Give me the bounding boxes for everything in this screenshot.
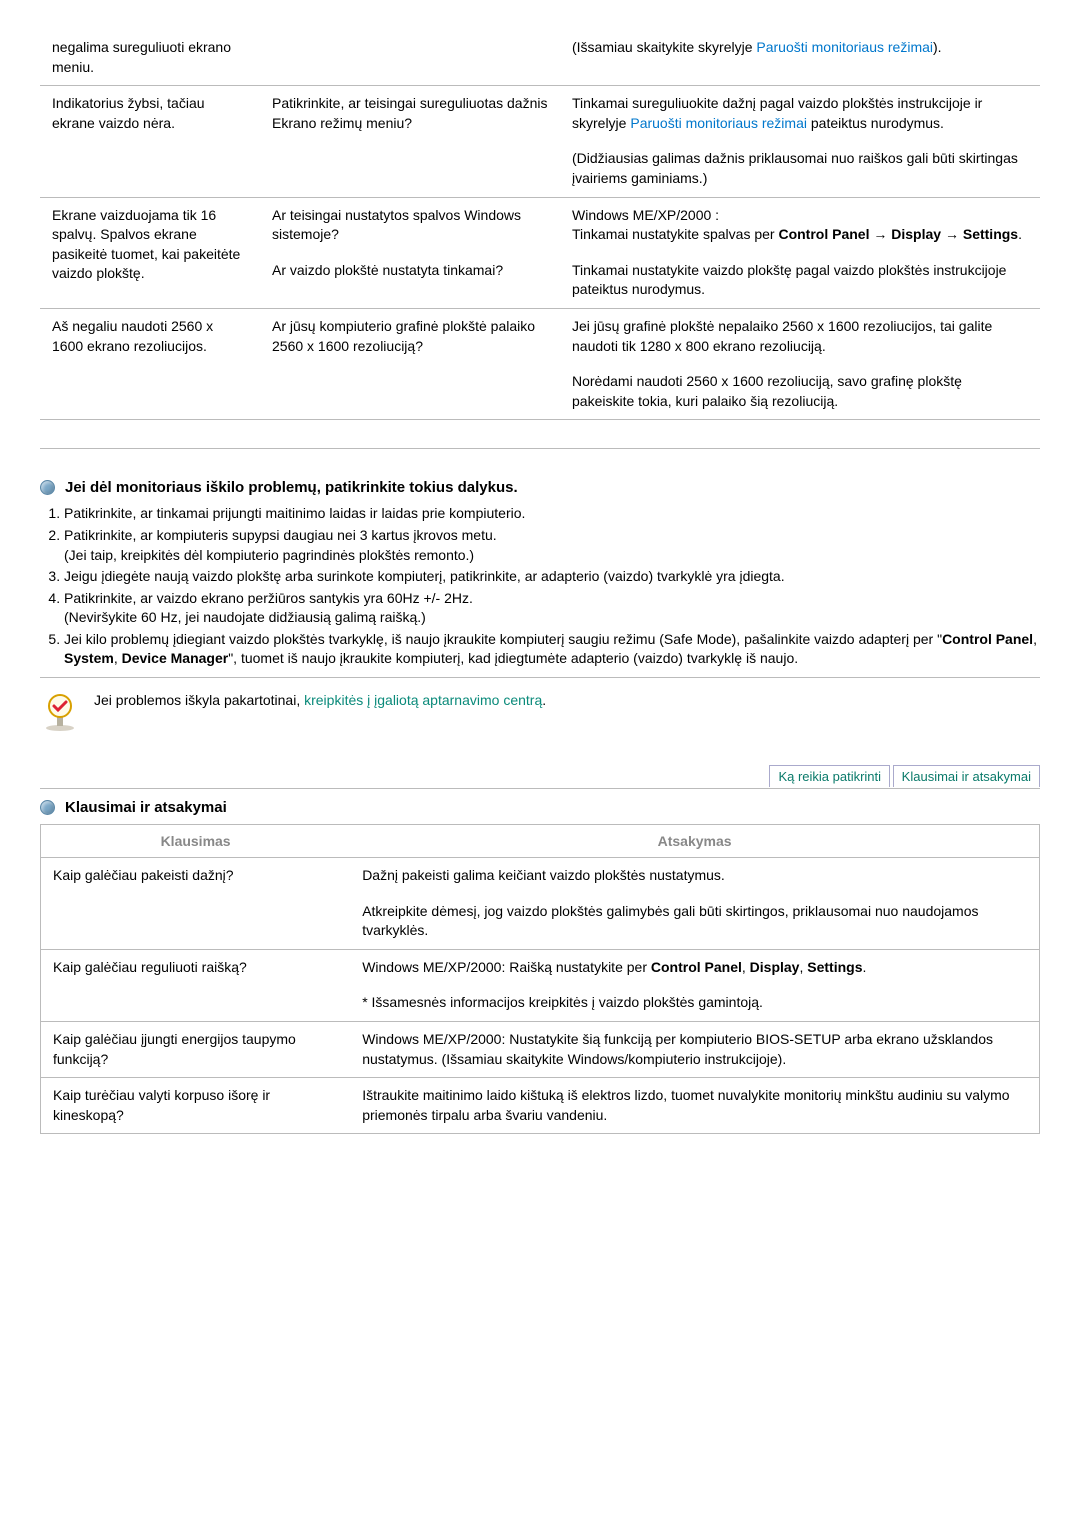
b: Control Panel (942, 631, 1033, 647)
bullet-icon (40, 480, 55, 495)
qa-heading: Klausimai ir atsakymai (40, 799, 1040, 816)
text: (Išsamiau skaitykite skyrelyje (572, 39, 756, 55)
text: pateiktus nurodymus. (807, 115, 944, 131)
solution-cell: Jei jūsų grafinė plokštė nepalaiko 2560 … (560, 308, 1040, 364)
problem-cell: negalima sureguliuoti ekrano meniu. (40, 30, 260, 86)
troubleshoot-table: negalima sureguliuoti ekrano meniu. (Išs… (40, 30, 1040, 420)
qa-question: Kaip galėčiau reguliuoti raišką? (41, 949, 351, 1021)
service-text: Jei problemos iškyla pakartotinai, kreip… (94, 692, 546, 708)
t: → (869, 226, 891, 242)
check-cell: Ar teisingai nustatytos spalvos Windows … (260, 197, 560, 253)
qa-head-q: Klausimas (41, 825, 351, 858)
tab-check[interactable]: Ką reikia patikrinti (769, 765, 890, 787)
text: Tinkamai nustatykite spalvas per Control… (572, 225, 1028, 245)
check-cell: Ar vaizdo plokštė nustatyta tinkamai? (260, 253, 560, 309)
problem-cell: Ekrane vaizduojama tik 16 spalvų. Spalvo… (40, 197, 260, 308)
monitor-setup-link[interactable]: Paruošti monitoriaus režimai (756, 39, 933, 55)
b: System (64, 650, 114, 666)
service-center-link[interactable]: kreipkitės į įgaliotą aptarnavimo centrą (304, 692, 542, 708)
b: Control Panel (778, 226, 869, 242)
check-cell: Patikrinkite, ar teisingai sureguliuotas… (260, 86, 560, 197)
qa-head-a: Atsakymas (350, 825, 1039, 858)
tab-qa[interactable]: Klausimai ir atsakymai (893, 765, 1040, 787)
b: Control Panel (651, 959, 742, 975)
problem-cell: Aš negaliu naudoti 2560 x 1600 ekrano re… (40, 308, 260, 419)
note-heading: Jei dėl monitoriaus iškilo problemų, pat… (40, 479, 1040, 496)
b: Display (750, 959, 800, 975)
monitor-setup-link[interactable]: Paruošti monitoriaus režimai (630, 115, 807, 131)
note-title: Jei dėl monitoriaus iškilo problemų, pat… (65, 479, 518, 496)
qa-question: Kaip turėčiau valyti korpuso išorę ir ki… (41, 1078, 351, 1134)
b: Display (891, 226, 941, 242)
t: , (1033, 631, 1037, 647)
list-item: Jeigu įdiegėte naują vaizdo plokštę arba… (64, 567, 1040, 587)
t: . (1018, 226, 1022, 242)
check-cell (260, 30, 560, 86)
t: → (941, 226, 963, 242)
steps-list: Patikrinkite, ar tinkamai prijungti mait… (64, 504, 1040, 669)
t: ", tuomet iš naujo įkraukite kompiuterį,… (228, 650, 798, 666)
service-icon (40, 692, 80, 735)
qa-table: Klausimas Atsakymas Kaip galėčiau pakeis… (40, 824, 1040, 1134)
text: ). (933, 39, 942, 55)
qa-answer: Dažnį pakeisti galima keičiant vaizdo pl… (350, 858, 1039, 894)
list-item: Patikrinkite, ar tinkamai prijungti mait… (64, 504, 1040, 524)
text: Windows ME/XP/2000 : (572, 206, 1028, 226)
list-item: Patikrinkite, ar kompiuteris supypsi dau… (64, 526, 1040, 565)
qa-answer: Atkreipkite dėmesį, jog vaizdo plokštės … (350, 894, 1039, 950)
t: , (114, 650, 122, 666)
solution-cell: Tinkamai nustatykite vaizdo plokštę paga… (560, 253, 1040, 309)
t: . (542, 692, 546, 708)
solution-cell: Windows ME/XP/2000 : Tinkamai nustatykit… (560, 197, 1040, 253)
t: Windows ME/XP/2000: Raišką nustatykite p… (362, 959, 651, 975)
solution-cell: Norėdami naudoti 2560 x 1600 rezoliuciją… (560, 364, 1040, 420)
t: Jei problemos iškyla pakartotinai, (94, 692, 304, 708)
b: Settings (963, 226, 1018, 242)
qa-question: Kaip galėčiau įjungti energijos taupymo … (41, 1022, 351, 1078)
qa-answer: * Išsamesnės informacijos kreipkitės į v… (350, 985, 1039, 1021)
qa-answer: Ištraukite maitinimo laido kištuką iš el… (350, 1078, 1039, 1134)
check-cell: Ar jūsų kompiuterio grafinė plokštė pala… (260, 308, 560, 419)
problem-cell: Indikatorius žybsi, tačiau ekrane vaizdo… (40, 86, 260, 197)
list-item: Patikrinkite, ar vaizdo ekrano peržiūros… (64, 589, 1040, 628)
t: Jei kilo problemų įdiegiant vaizdo plokš… (64, 631, 942, 647)
solution-cell: (Didžiausias galimas dažnis priklausomai… (560, 141, 1040, 197)
service-note: Jei problemos iškyla pakartotinai, kreip… (40, 692, 1040, 735)
tab-bar: Ką reikia patikrinti Klausimai ir atsaky… (40, 769, 1040, 784)
solution-cell: Tinkamai sureguliuokite dažnį pagal vaiz… (560, 86, 1040, 142)
qa-question: Kaip galėčiau pakeisti dažnį? (41, 858, 351, 950)
t: , (742, 959, 750, 975)
solution-cell: (Išsamiau skaitykite skyrelyje Paruošti … (560, 30, 1040, 86)
b: Settings (807, 959, 862, 975)
list-item: Jei kilo problemų įdiegiant vaizdo plokš… (64, 630, 1040, 669)
qa-title: Klausimai ir atsakymai (65, 799, 227, 816)
t: . (863, 959, 867, 975)
qa-answer: Windows ME/XP/2000: Raišką nustatykite p… (350, 949, 1039, 985)
bullet-icon (40, 800, 55, 815)
qa-answer: Windows ME/XP/2000: Nustatykite šią funk… (350, 1022, 1039, 1078)
t: Tinkamai nustatykite spalvas per (572, 226, 778, 242)
b: Device Manager (122, 650, 229, 666)
